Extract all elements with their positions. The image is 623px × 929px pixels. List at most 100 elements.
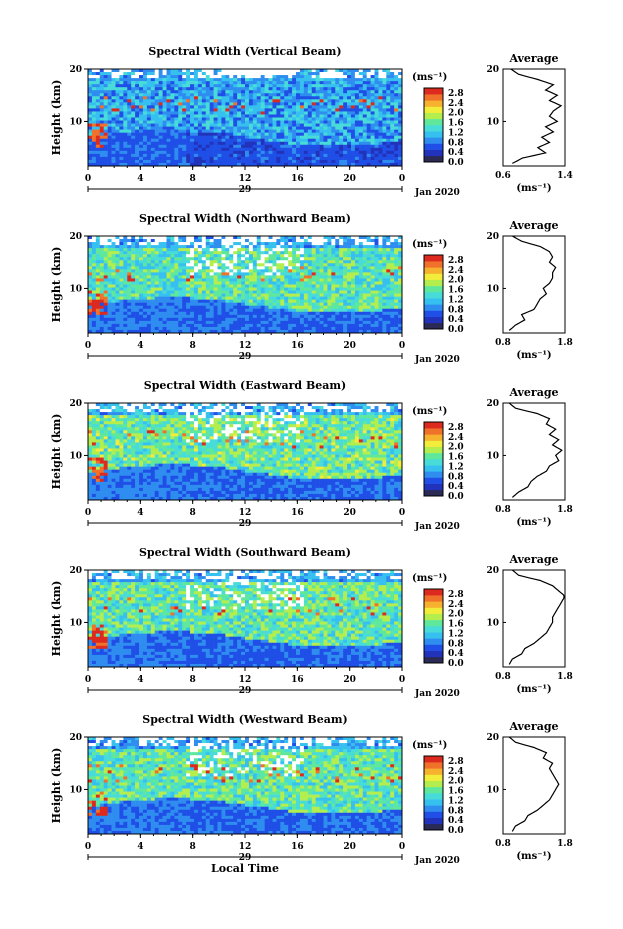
- heatmap-cell: [201, 105, 207, 109]
- heatmap-cell: [154, 93, 159, 97]
- heatmap-cell: [91, 132, 97, 136]
- heatmap-cell: [378, 99, 383, 103]
- heatmap-cell: [99, 308, 104, 313]
- heatmap-cell: [398, 251, 403, 255]
- heatmap-cell: [142, 266, 148, 270]
- heatmap-cell: [339, 96, 344, 100]
- x-tick-label: 8: [190, 174, 196, 184]
- x-tick-label: 12: [239, 174, 252, 184]
- heatmap-cell: [154, 317, 159, 322]
- heatmap-cell: [233, 311, 238, 316]
- heatmap-cell: [323, 272, 328, 276]
- heatmap-cell: [398, 311, 403, 316]
- heatmap-cell: [386, 117, 391, 121]
- heatmap-cell: [139, 150, 144, 155]
- heatmap-cell: [146, 138, 152, 143]
- heatmap-cell: [358, 287, 364, 291]
- heatmap-cell: [362, 102, 367, 106]
- heatmap-cell: [162, 93, 167, 97]
- heatmap-cell: [193, 323, 199, 328]
- heatmap-cell: [201, 287, 207, 291]
- heatmap-cell: [394, 311, 399, 316]
- heatmap-cell: [307, 78, 313, 82]
- heatmap-cell: [382, 305, 387, 310]
- heatmap-cell: [221, 96, 226, 100]
- heatmap-cell: [237, 159, 242, 164]
- heatmap-cell: [276, 72, 281, 76]
- heatmap-cell: [88, 159, 93, 164]
- heatmap-cell: [366, 117, 371, 121]
- heatmap-cell: [201, 275, 207, 279]
- heatmap-cell: [162, 78, 167, 82]
- heatmap-cell: [162, 69, 167, 73]
- heatmap-cell: [339, 272, 344, 276]
- heatmap-cell: [288, 114, 293, 118]
- heatmap-cell: [131, 78, 136, 82]
- heatmap-cell: [221, 72, 226, 76]
- heatmap-cell: [170, 102, 175, 106]
- heatmap-cell: [182, 84, 187, 88]
- heatmap-cell: [245, 299, 250, 303]
- heatmap-cell: [331, 150, 336, 155]
- heatmap-cell: [221, 299, 226, 303]
- heatmap-cell: [350, 129, 356, 133]
- heatmap-cell: [127, 78, 132, 82]
- heatmap-cell: [119, 117, 124, 121]
- heatmap-cell: [95, 275, 101, 279]
- heatmap-cell: [248, 320, 254, 325]
- heatmap-cell: [394, 260, 399, 264]
- heatmap-cell: [260, 242, 265, 246]
- heatmap-cell: [394, 126, 399, 130]
- profile-line: [510, 68, 563, 164]
- heatmap-cell: [123, 96, 128, 100]
- heatmap-cell: [107, 275, 112, 279]
- heatmap-cell: [174, 284, 179, 288]
- heatmap-cell: [354, 308, 360, 313]
- heatmap-cell: [135, 272, 140, 276]
- heatmap-cell: [358, 78, 364, 82]
- heatmap-cell: [95, 323, 101, 328]
- heatmap-cell: [154, 263, 159, 267]
- heatmap-cell: [123, 239, 128, 243]
- heatmap-cell: [358, 314, 364, 319]
- heatmap-cell: [350, 287, 356, 291]
- heatmap-cell: [303, 72, 309, 76]
- heatmap-cell: [131, 278, 136, 282]
- heatmap-cell: [119, 242, 124, 246]
- heatmap-cell: [374, 93, 379, 97]
- heatmap-cell: [217, 78, 222, 82]
- heatmap-cell: [225, 275, 230, 279]
- heatmap-cell: [91, 251, 97, 255]
- heatmap-cell: [217, 296, 222, 300]
- heatmap-cell: [213, 138, 218, 143]
- heatmap-cell: [241, 317, 246, 322]
- heatmap-cell: [272, 144, 277, 149]
- heatmap-cell: [166, 269, 171, 273]
- heatmap-cell: [272, 72, 277, 76]
- heatmap-cell: [382, 114, 387, 118]
- heatmap-cell: [170, 99, 175, 103]
- heatmap-cell: [237, 120, 242, 124]
- heatmap-cell: [213, 150, 218, 155]
- heatmap-cell: [107, 90, 112, 94]
- heatmap-cell: [370, 314, 375, 319]
- heatmap-cell: [233, 144, 238, 149]
- heatmap-cell: [201, 87, 207, 91]
- heatmap-cell: [276, 257, 281, 261]
- heatmap-cell: [99, 105, 104, 109]
- heatmap-cell: [378, 242, 383, 246]
- heatmap-cell: [201, 305, 207, 310]
- heatmap-cell: [209, 78, 214, 82]
- heatmap-cell: [288, 93, 293, 97]
- heatmap-cell: [213, 96, 218, 100]
- heatmap-cell: [256, 111, 261, 115]
- heatmap-cell: [358, 105, 364, 109]
- heatmap-cell: [95, 308, 101, 313]
- heatmap-cell: [127, 323, 132, 328]
- heatmap-cell: [201, 111, 207, 115]
- heatmap-cell: [146, 281, 152, 285]
- heatmap-cell: [335, 248, 340, 252]
- heatmap-cell: [182, 120, 187, 124]
- heatmap-cell: [123, 323, 128, 328]
- heatmap-cell: [272, 90, 277, 94]
